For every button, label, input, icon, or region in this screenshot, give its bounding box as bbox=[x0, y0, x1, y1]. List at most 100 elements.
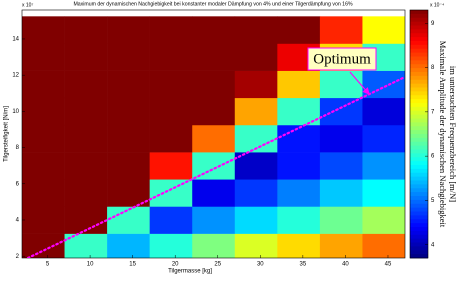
colorbar-swatch bbox=[410, 153, 428, 158]
colorbar-swatch bbox=[410, 83, 428, 88]
colorbar-swatch bbox=[410, 72, 428, 77]
colorbar-swatch bbox=[410, 79, 428, 85]
y-tick-label: 10 bbox=[12, 109, 19, 115]
colorbar-swatch bbox=[410, 137, 428, 143]
colorbar-swatch bbox=[410, 130, 428, 135]
colorbar-swatch bbox=[410, 106, 428, 112]
contour-cell bbox=[64, 97, 108, 126]
colorbar-swatch bbox=[410, 134, 428, 139]
x-tick-label: 30 bbox=[257, 262, 264, 268]
colorbar-swatch bbox=[410, 75, 428, 81]
contour-cell bbox=[107, 70, 150, 99]
colorbar-tick-label: 6 bbox=[431, 154, 435, 160]
contour-cell bbox=[64, 124, 108, 153]
colorbar-swatch bbox=[410, 254, 428, 259]
contour-cell bbox=[234, 70, 278, 99]
colorbar-swatch bbox=[410, 172, 428, 178]
contour-cell bbox=[277, 152, 321, 180]
contour-cell bbox=[149, 70, 193, 99]
contour-cell bbox=[107, 97, 150, 126]
x-tick-label: 15 bbox=[129, 262, 136, 268]
colorbar-swatch bbox=[410, 13, 428, 19]
colorbar-swatch bbox=[410, 184, 428, 189]
contour-cell bbox=[234, 179, 278, 207]
colorbar-swatch bbox=[410, 37, 428, 42]
contour-cell bbox=[319, 70, 363, 99]
colorbar-exponent: x 10⁻⁴ bbox=[430, 2, 444, 8]
contour-cell bbox=[149, 152, 193, 180]
y-exponent: x 10⁷ bbox=[22, 2, 33, 8]
colorbar-swatch bbox=[410, 207, 428, 212]
contour-cell bbox=[22, 124, 65, 153]
colorbar-swatch bbox=[410, 33, 428, 38]
colorbar-swatch bbox=[410, 87, 428, 92]
colorbar-swatch bbox=[410, 126, 428, 131]
contour-cell bbox=[149, 124, 193, 153]
contour-cell bbox=[107, 43, 150, 71]
colorbar-swatch bbox=[410, 29, 428, 34]
colorbar-swatch bbox=[410, 238, 428, 243]
colorbar-swatch bbox=[410, 227, 428, 232]
contour-cell bbox=[192, 233, 236, 258]
contour-cell bbox=[149, 206, 193, 234]
y-tick-label: 2 bbox=[16, 254, 20, 260]
colorbar-swatch bbox=[410, 242, 428, 247]
colorbar-swatch bbox=[410, 56, 428, 61]
colorbar-swatch bbox=[410, 103, 428, 108]
contour-cell bbox=[22, 97, 65, 126]
colorbar-swatch bbox=[410, 52, 428, 57]
colorbar-swatch bbox=[410, 219, 428, 224]
contour-cell bbox=[192, 124, 236, 153]
contour-cell bbox=[234, 206, 278, 234]
colorbar-swatch bbox=[410, 41, 428, 46]
colorbar-swatch bbox=[410, 110, 428, 116]
annotation-arrow bbox=[349, 71, 370, 95]
colorbar-swatch bbox=[410, 234, 428, 240]
colorbar-label: Maximale Amplitude der dynamischen Nachg… bbox=[438, 41, 448, 228]
contour-cell bbox=[362, 179, 405, 207]
contour-cell bbox=[319, 124, 363, 153]
y-tick-label: 12 bbox=[12, 73, 19, 79]
colorbar-swatch bbox=[410, 230, 428, 236]
y-tick-label: 6 bbox=[16, 181, 20, 187]
contour-cell bbox=[319, 97, 363, 126]
colorbar-tick-label: 9 bbox=[431, 21, 435, 27]
colorbar-swatch bbox=[410, 168, 428, 174]
colorbar-swatch bbox=[410, 196, 428, 201]
x-tick-label: 45 bbox=[385, 262, 392, 268]
colorbar-swatch bbox=[410, 176, 428, 181]
contour-cell bbox=[22, 70, 65, 99]
contour-cell bbox=[277, 70, 321, 99]
y-tick-label: 14 bbox=[12, 37, 19, 43]
colorbar: 4 5 6 7 8 9 bbox=[409, 9, 435, 259]
colorbar-swatch bbox=[410, 215, 428, 220]
colorbar-swatch bbox=[410, 60, 428, 65]
colorbar-swatch bbox=[410, 203, 428, 209]
y-axis-label: Tilgersteifigkeit [N/m] bbox=[4, 106, 10, 162]
contour-cell bbox=[277, 233, 321, 258]
colorbar-swatch bbox=[410, 192, 428, 197]
contour-cell bbox=[234, 43, 278, 71]
contour-cell bbox=[107, 16, 150, 44]
colorbar-swatch bbox=[410, 44, 428, 50]
contour-cell bbox=[192, 97, 236, 126]
colorbar-swatch bbox=[410, 157, 428, 162]
plot-frame bbox=[21, 9, 406, 259]
contour-cell bbox=[107, 206, 150, 234]
contour-cell bbox=[22, 152, 65, 180]
contour-cell bbox=[149, 179, 193, 207]
colorbar-swatch bbox=[410, 145, 428, 150]
contour-cell bbox=[149, 97, 193, 126]
colorbar-swatch bbox=[410, 68, 428, 73]
contour-cell bbox=[362, 97, 405, 126]
colorbar-swatch bbox=[410, 223, 428, 228]
contour-cell bbox=[277, 179, 321, 207]
chart-title: Maximum der dynamischen Nachgiebigkeit b… bbox=[73, 1, 353, 7]
colorbar-swatch bbox=[410, 199, 428, 205]
contour-cell bbox=[192, 70, 236, 99]
contour-cell bbox=[234, 97, 278, 126]
contour-field bbox=[22, 16, 405, 258]
contour-cell bbox=[64, 233, 108, 258]
colorbar-tick-label: 8 bbox=[431, 65, 435, 71]
contour-cell bbox=[362, 16, 405, 44]
